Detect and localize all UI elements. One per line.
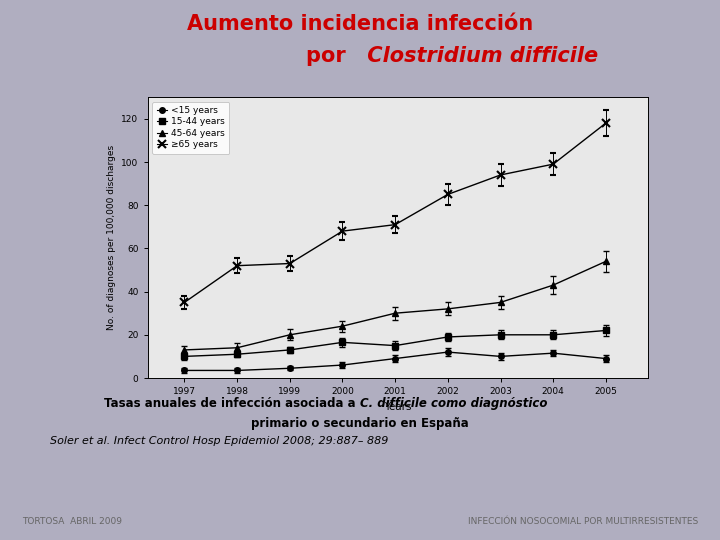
Text: Soler et al. Infect Control Hosp Epidemiol 2008; 29:887– 889: Soler et al. Infect Control Hosp Epidemi… [50, 436, 389, 447]
Text: primario o secundario en España: primario o secundario en España [251, 417, 469, 430]
Text: C. difficile como diagnóstico: C. difficile como diagnóstico [360, 397, 547, 410]
Text: Tasas anuales de infección asociada a: Tasas anuales de infección asociada a [104, 397, 360, 410]
Legend: <15 years, 15-44 years, 45-64 years, ≥65 years: <15 years, 15-44 years, 45-64 years, ≥65… [152, 102, 230, 153]
Text: por: por [306, 46, 360, 66]
Y-axis label: No. of diagnoses per 100,000 discharges: No. of diagnoses per 100,000 discharges [107, 145, 116, 330]
Text: Clostridium difficile: Clostridium difficile [360, 46, 598, 66]
Text: Aumento incidencia infección: Aumento incidencia infección [187, 14, 533, 33]
X-axis label: Years: Years [384, 402, 412, 411]
Text: TORTOSA  ABRIL 2009: TORTOSA ABRIL 2009 [22, 517, 122, 526]
Text: INFECCIÓN NOSOCOMIAL POR MULTIRRESISTENTES: INFECCIÓN NOSOCOMIAL POR MULTIRRESISTENT… [468, 517, 698, 526]
